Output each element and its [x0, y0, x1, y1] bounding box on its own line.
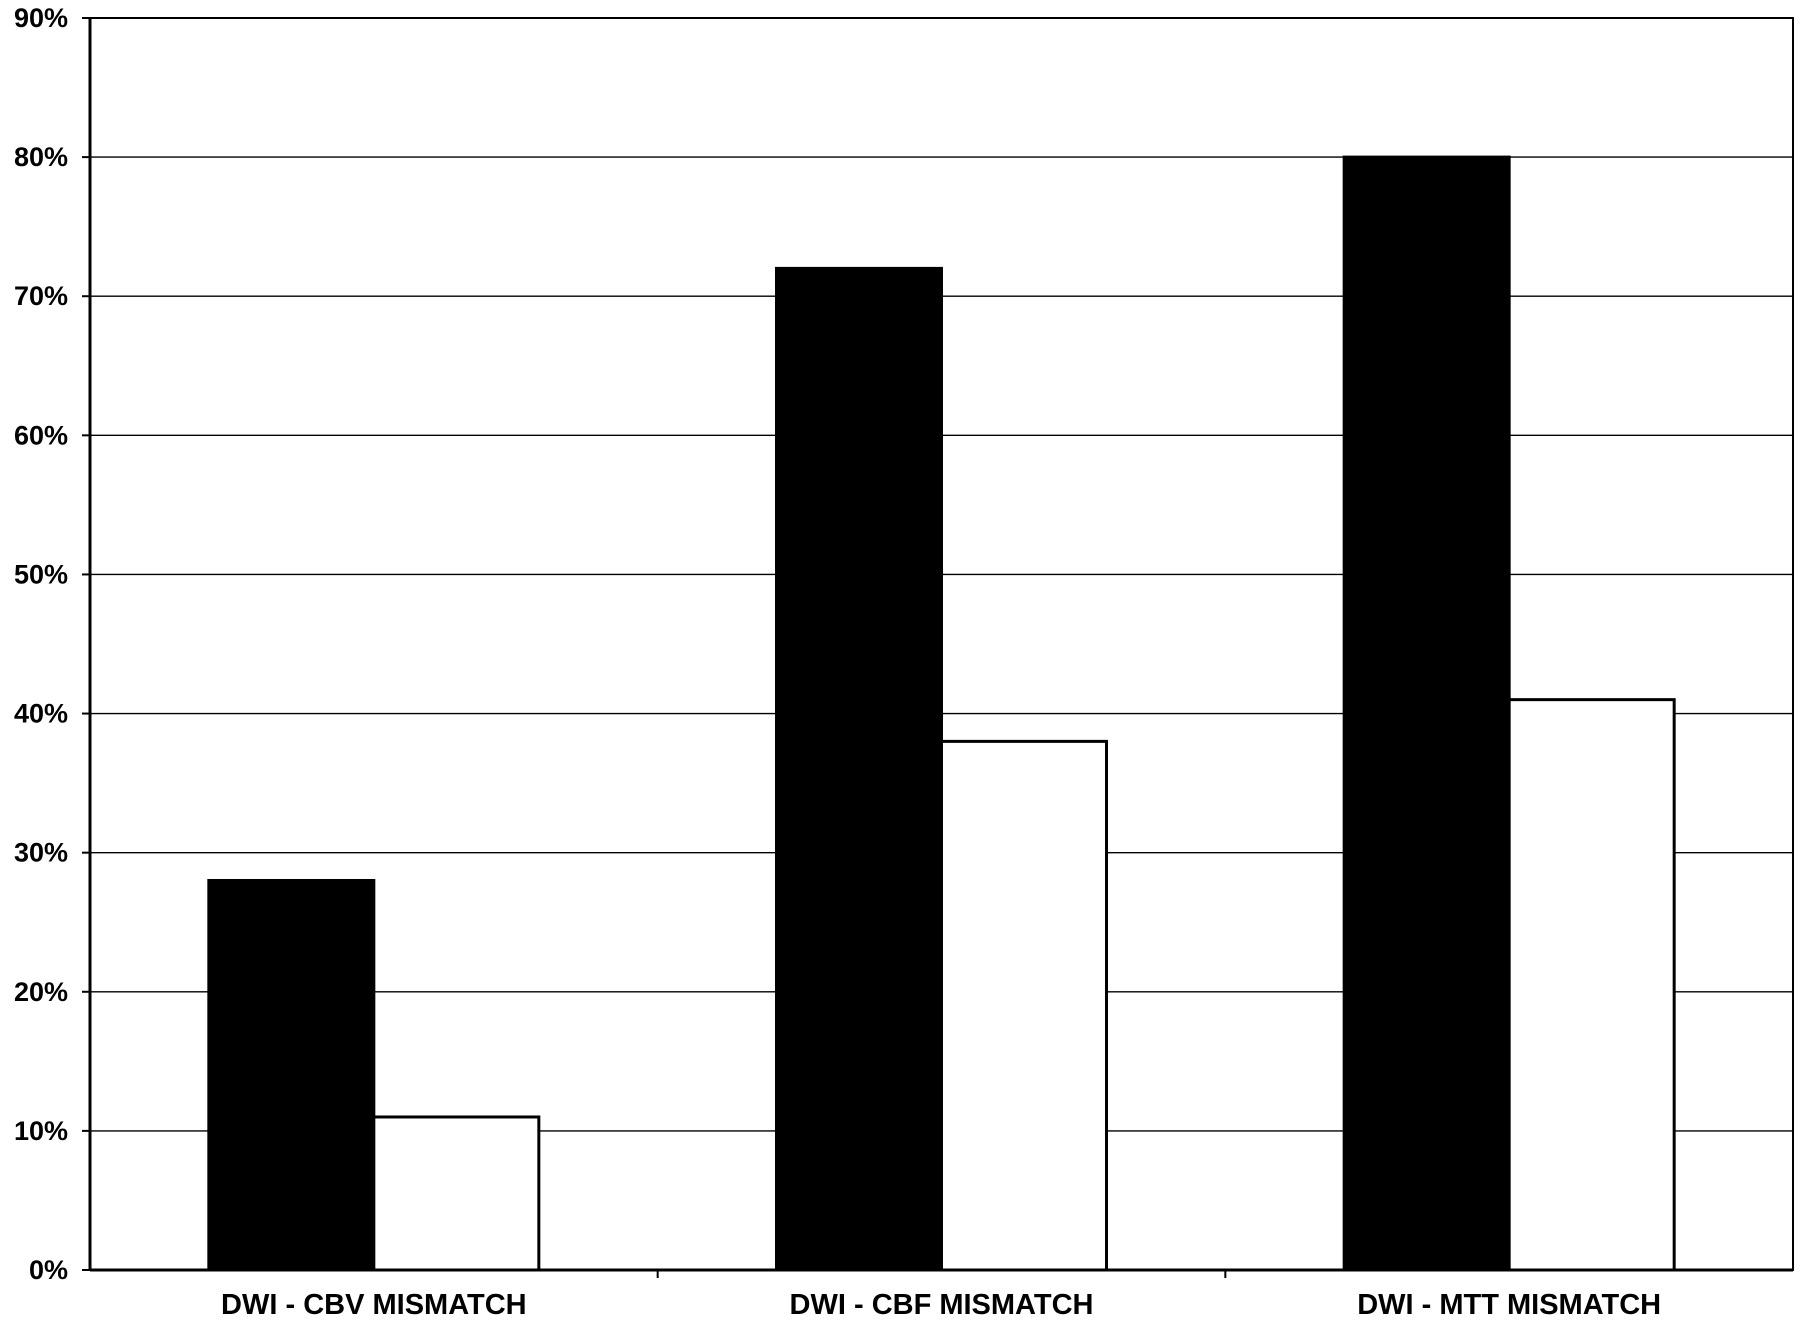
y-tick-label: 60%: [14, 420, 68, 450]
y-tick-label: 70%: [14, 281, 68, 311]
y-tick-label: 90%: [14, 3, 68, 33]
bar-series-1-3: [1342, 155, 1511, 1272]
y-tick-label: 10%: [14, 1116, 68, 1146]
category-label: DWI - CBV MISMATCH: [221, 1289, 527, 1321]
bar-series-2-3: [1507, 698, 1676, 1272]
category-label: DWI - MTT MISMATCH: [1357, 1289, 1661, 1321]
bar-series-1-2: [775, 266, 943, 1272]
category-labels: DWI - CBV MISMATCH DWI - CBF MISMATCH DWI …: [221, 1289, 1661, 1321]
y-tick-label: 0%: [29, 1255, 68, 1285]
y-tick-label: 80%: [14, 142, 68, 172]
bar-series-1-1: [207, 878, 376, 1272]
category-label: DWI - CBF MISMATCH: [790, 1289, 1094, 1321]
y-tick-label: 20%: [14, 977, 68, 1007]
axes: [82, 17, 1794, 1278]
y-tick-labels: 0% 10% 20% 30% 40% 50% 60% 70% 80% 90%: [14, 3, 68, 1285]
bars: [207, 155, 1676, 1272]
bar-series-2-1: [372, 1115, 541, 1272]
y-tick-label: 40%: [14, 699, 68, 729]
bar-series-2-2: [940, 739, 1108, 1272]
y-tick-label: 50%: [14, 559, 68, 589]
y-tick-label: 30%: [14, 838, 68, 868]
